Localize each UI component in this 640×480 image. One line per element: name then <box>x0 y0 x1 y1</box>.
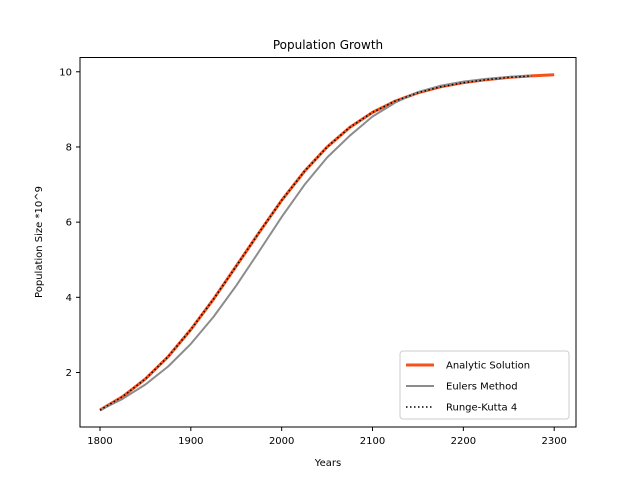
x-axis-label: Years <box>314 458 341 469</box>
x-tick-label: 2000 <box>269 436 294 447</box>
axes-frame <box>79 57 577 428</box>
y-tick-label: 6 <box>66 218 72 229</box>
x-tick-label: 1800 <box>87 436 112 447</box>
legend-label-1: Analytic Solution <box>446 361 530 372</box>
x-tick-label: 1900 <box>178 436 203 447</box>
x-tick-label: 2300 <box>541 436 566 447</box>
y-axis: 2 4 6 8 10 <box>59 67 80 379</box>
x-axis: 1800 1900 2000 2100 2200 2300 <box>87 427 567 447</box>
legend-label-3: Runge-Kutta 4 <box>446 403 517 414</box>
y-tick-label: 8 <box>66 142 72 153</box>
legend: Analytic Solution Eulers Method Runge-Kutt… <box>399 350 570 420</box>
legend-box <box>399 350 570 420</box>
chart-title: Population Growth <box>273 38 383 52</box>
x-tick-label: 2100 <box>360 436 385 447</box>
y-tick-label: 2 <box>66 368 72 379</box>
plot-area <box>99 73 555 412</box>
y-axis-label: Population Size *10^9 <box>34 186 45 298</box>
series-line-2 <box>99 74 532 411</box>
x-tick-label: 2200 <box>451 436 476 447</box>
y-tick-label: 10 <box>59 67 72 78</box>
y-tick-label: 4 <box>66 293 72 304</box>
legend-label-2: Eulers Method <box>446 382 518 393</box>
series-line-3 <box>99 75 532 411</box>
